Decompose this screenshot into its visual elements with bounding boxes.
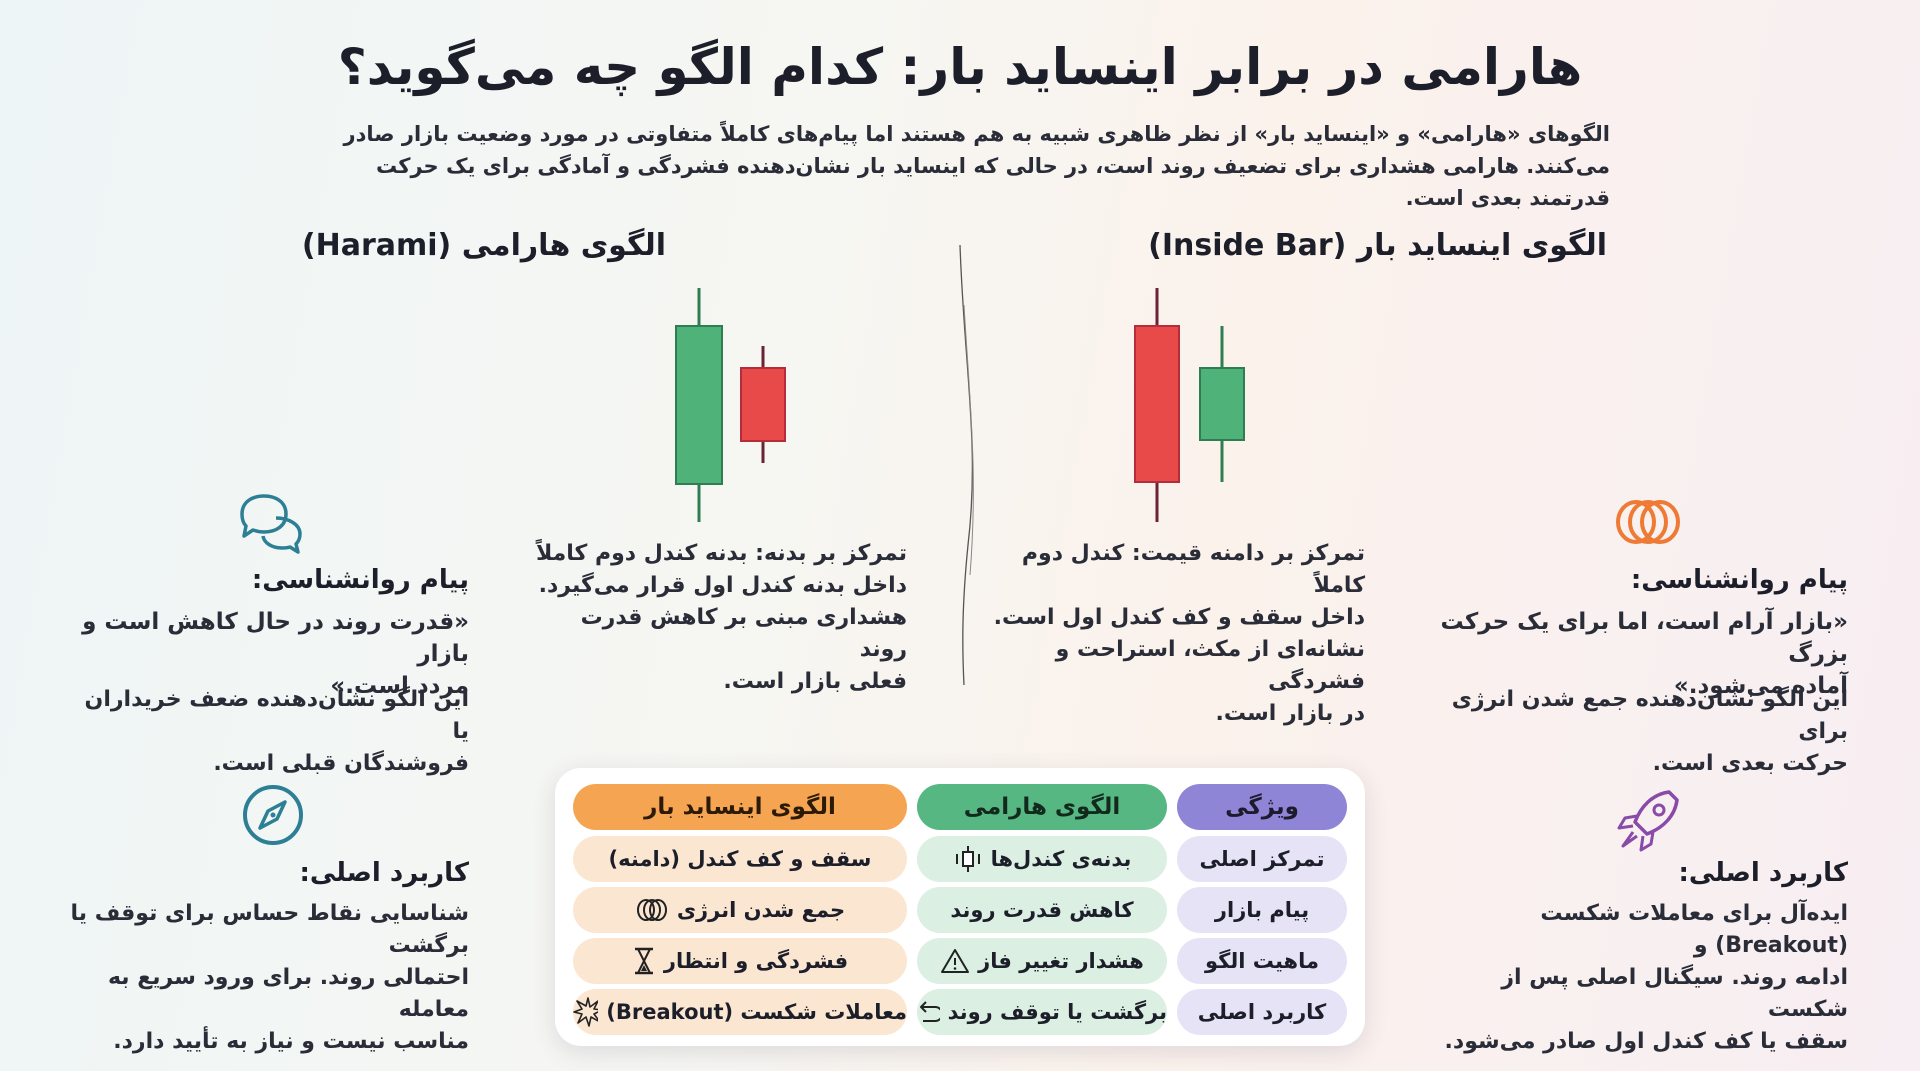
inside-bar-psychology-quote: «بازار آرام است، اما برای یک حرکت بزرگ آ… — [1440, 609, 1848, 699]
table-row-2-harami: کاهش قدرت روند — [917, 887, 1167, 933]
table-row-1-harami: بدنه‌ی کندل‌ها — [917, 836, 1167, 882]
page-subtitle: الگوهای «هارامی» و «اینساید بار» از نظر … — [343, 122, 1610, 210]
table-row-1-feature: تمرکز اصلی — [1177, 836, 1347, 882]
inside-bar-usage-heading: کاربرد اصلی: — [1678, 858, 1848, 888]
rings-icon — [1616, 500, 1680, 544]
compass-icon — [243, 785, 303, 845]
table-header-feature: ویژگی — [1177, 784, 1347, 830]
inside-bar-heading: الگوی اینساید بار (Inside Bar) — [1148, 228, 1607, 263]
table-header-inside-bar: الگوی اینساید بار — [573, 784, 907, 830]
inside-bar-candles — [1134, 288, 1245, 522]
harami-candles — [675, 288, 786, 522]
harami-psychology-heading: پیام روانشناسی: — [251, 565, 469, 595]
coil-icon — [636, 899, 667, 921]
table-row-2-inside-bar: جمع شدن انرژی — [573, 887, 907, 933]
table-row-3-inside-bar: فشردگی و انتظار — [573, 938, 907, 984]
candle-icon — [955, 846, 980, 872]
page-title: هارامی در برابر اینساید بار: کدام الگو چ… — [337, 38, 1583, 96]
inside-bar-description: تمرکز بر دامنه قیمت: کندل دوم کاملاً داخ… — [993, 541, 1365, 726]
table-row-4-inside-bar: معاملات شکست (Breakout) — [573, 989, 907, 1035]
table-row-3-feature: ماهیت الگو — [1177, 938, 1347, 984]
harami-first-candle-body — [675, 325, 723, 485]
center-divider — [959, 245, 974, 685]
burst-icon — [573, 997, 599, 1027]
return-arrow-icon — [920, 1001, 940, 1022]
inside-bar-first-candle-body — [1134, 325, 1180, 483]
table-row-3-harami: هشدار تغییر فاز — [917, 938, 1167, 984]
table-row-4-feature: کاربرد اصلی — [1177, 989, 1347, 1035]
inside-bar-usage-text: ایده‌آل برای معاملات شکست (Breakout) و ا… — [1444, 901, 1848, 1054]
harami-psychology-quote: «قدرت روند در حال کاهش است و بازار مردد … — [82, 609, 469, 699]
rocket-icon — [1617, 790, 1679, 852]
speech-bubbles-icon — [240, 494, 302, 554]
hourglass-icon — [634, 947, 653, 975]
harami-second-candle-body — [740, 367, 786, 442]
harami-usage-text: شناسایی نقاط حساس برای توقف یا برگشت احت… — [70, 901, 469, 1054]
table-row-2-feature: پیام بازار — [1177, 887, 1347, 933]
table-row-4-harami: برگشت یا توقف روند — [917, 989, 1167, 1035]
comparison-table: ویژگی الگوی هارامی الگوی اینساید بار تمر… — [555, 768, 1365, 1046]
harami-usage-heading: کاربرد اصلی: — [299, 858, 469, 888]
inside-bar-psychology-text: این الگو نشان‌دهنده جمع شدن انرژی برای ح… — [1451, 687, 1848, 776]
harami-psychology-text: این الگو نشان‌دهنده ضعف خریداران یا فروش… — [84, 687, 469, 776]
inside-bar-second-candle-body — [1199, 367, 1245, 441]
table-row-1-inside-bar: سقف و کف کندل (دامنه) — [573, 836, 907, 882]
harami-heading: الگوی هارامی (Harami) — [301, 228, 666, 263]
harami-description: تمرکز بر بدنه: بدنه کندل دوم کاملاً داخل… — [535, 541, 907, 694]
warning-icon — [941, 949, 970, 973]
table-header-harami: الگوی هارامی — [917, 784, 1167, 830]
inside-bar-psychology-heading: پیام روانشناسی: — [1630, 565, 1848, 595]
